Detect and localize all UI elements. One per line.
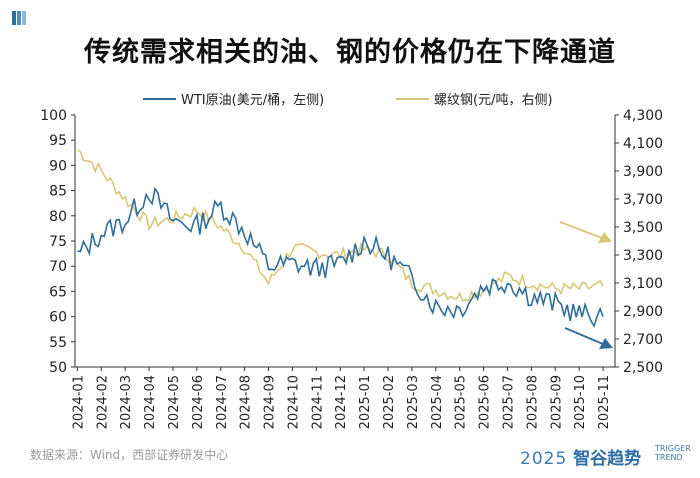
right-tick-label: 3,300 <box>623 248 663 264</box>
x-tick-label: 2024-11 <box>310 375 325 429</box>
brand-name: 智谷趋势 <box>573 449 642 469</box>
x-tick-label: 2025-03 <box>406 375 421 429</box>
left-tick-label: 95 <box>49 133 67 149</box>
x-tick-label: 2025-10 <box>573 375 588 429</box>
x-tick-label: 2025-11 <box>597 375 612 429</box>
left-tick-label: 55 <box>49 335 67 351</box>
x-tick-label: 2024-01 <box>71 375 86 429</box>
x-tick-label: 2024-12 <box>334 375 349 429</box>
x-tick-label: 2024-10 <box>286 375 301 429</box>
brand-en: TRIGGER TREND <box>655 444 691 462</box>
left-tick-label: 75 <box>49 234 67 250</box>
legend-label-wti: WTI原油(美元/桶，左侧) <box>181 93 324 108</box>
source-note: 数据来源：Wind，西部证券研发中心 <box>30 448 229 462</box>
x-tick-label: 2024-05 <box>167 375 182 429</box>
x-tick-label: 2024-09 <box>263 375 278 429</box>
arrow-wti-head <box>599 338 613 349</box>
corner-logo-mark <box>12 10 30 25</box>
x-tick-label: 2025-07 <box>501 375 516 429</box>
right-tick-label: 3,500 <box>623 220 663 236</box>
chart-title: 传统需求相关的油、钢的价格仍在下降通道 <box>84 37 616 68</box>
right-tick-label: 2,700 <box>623 332 663 348</box>
left-tick-label: 70 <box>49 259 67 275</box>
right-tick-label: 3,100 <box>623 276 663 292</box>
x-tick-label: 2025-05 <box>454 375 469 429</box>
series-line-rebar <box>76 149 604 302</box>
left-tick-label: 60 <box>49 310 67 326</box>
arrow-rebar-head <box>598 232 612 243</box>
right-tick-label: 4,300 <box>623 108 663 124</box>
left-tick-label: 100 <box>40 108 67 124</box>
left-tick-label: 50 <box>49 360 67 376</box>
x-tick-label: 2024-03 <box>119 375 134 429</box>
legend-label-rebar: 螺纹钢(元/吨，右侧) <box>434 93 553 108</box>
x-tick-label: 2024-06 <box>191 375 206 429</box>
right-tick-label: 3,700 <box>623 192 663 208</box>
right-tick-label: 4,100 <box>623 136 663 152</box>
x-tick-label: 2025-08 <box>525 375 540 429</box>
left-tick-label: 85 <box>49 184 67 200</box>
x-tick-label: 2025-04 <box>430 375 445 429</box>
series-line-wti <box>77 186 604 328</box>
right-tick-label: 2,900 <box>623 304 663 320</box>
brand-logo: 2025 智谷趋势 <box>520 444 641 469</box>
trend-arrows <box>559 221 613 349</box>
x-tick-label: 2025-01 <box>358 375 373 429</box>
arrow-wti-shaft <box>564 327 604 345</box>
right-tick-label: 3,900 <box>623 164 663 180</box>
legend: WTI原油(美元/桶，左侧) 螺纹钢(元/吨，右侧) <box>143 93 553 108</box>
brand-en-line1: TRIGGER <box>655 444 691 453</box>
x-tick-label: 2025-09 <box>549 375 564 429</box>
right-tick-label: 2,500 <box>623 360 663 376</box>
x-tick-label: 2024-07 <box>215 375 230 429</box>
arrow-rebar-shaft <box>559 221 603 239</box>
x-tick-label: 2025-02 <box>382 375 397 429</box>
left-tick-label: 65 <box>49 284 67 300</box>
x-tick-label: 2025-06 <box>478 375 493 429</box>
left-tick-label: 80 <box>49 209 67 225</box>
series-lines <box>76 149 604 328</box>
left-tick-label: 90 <box>49 158 67 174</box>
brand-en-line2: TREND <box>655 453 683 462</box>
x-tick-label: 2024-02 <box>95 375 110 429</box>
brand-year: 2025 <box>520 449 568 469</box>
x-tick-label: 2024-08 <box>239 375 254 429</box>
x-tick-label: 2024-04 <box>143 375 158 429</box>
axes: 50 55 60 65 70 75 80 85 90 95 100 2,500 2,700 2,900 3,… <box>40 108 663 429</box>
